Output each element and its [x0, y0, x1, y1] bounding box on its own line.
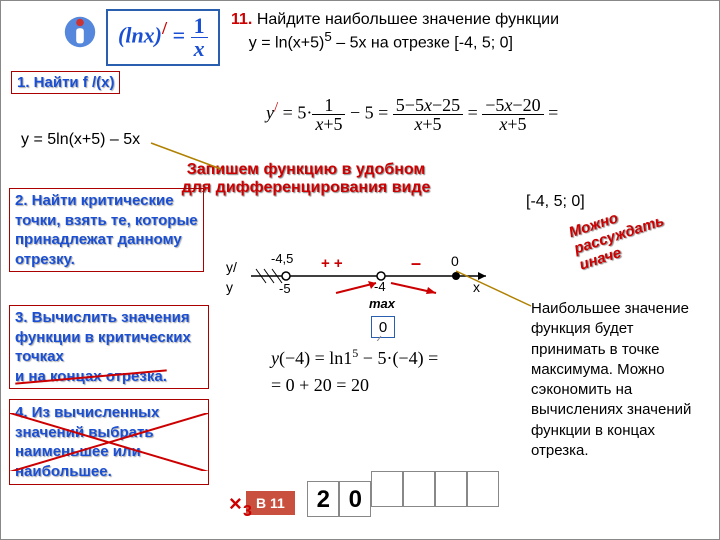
- prob-num: 11.: [231, 11, 252, 28]
- lnx: (lnx): [118, 23, 162, 48]
- explanation-callout: Наибольшее значение функция будет приним…: [531, 299, 706, 461]
- answer-tick2: 3: [243, 503, 252, 521]
- d1-f2d: x+5: [393, 115, 463, 133]
- nl-v1: -5: [279, 281, 291, 296]
- answer-d5: [435, 471, 467, 507]
- deriv-line1: y/ = 5·1x+5 − 5 = 5−5x−25x+5 = −5x−20x+5…: [266, 96, 558, 133]
- answer-d6: [467, 471, 499, 507]
- ev-pow: 5: [352, 346, 358, 360]
- prob-t3: – 5x на отрезке [-4, 5; 0]: [332, 34, 513, 51]
- step3-strike: и на концах отрезка.: [15, 368, 167, 385]
- interval-label: [-4, 5; 0]: [526, 193, 585, 211]
- frac-den: x: [191, 38, 208, 60]
- eval-block: y(−4) = ln15 − 5·(−4) = = 0 + 20 = 20: [271, 346, 438, 396]
- step4-box: 4. Из вычисленных значений выбрать наиме…: [9, 399, 209, 485]
- step2-box: 2. Найти критические точки, взять те, ко…: [9, 188, 204, 272]
- eq: =: [173, 23, 186, 48]
- prime: /: [162, 18, 167, 38]
- ev-l2: = 0 + 20 = 20: [271, 375, 438, 396]
- explain-pointer: [451, 266, 541, 316]
- explain-text: Наибольшее значение функция будет приним…: [531, 300, 691, 459]
- step3-box: 3. Вычислить значения функции в критичес…: [9, 305, 209, 389]
- d1-mid: − 5 =: [345, 103, 392, 123]
- d1-f1n: 1: [312, 96, 345, 115]
- answer-d2: 0: [339, 481, 371, 517]
- prob-pow: 5: [324, 29, 331, 44]
- d1-eq2: =: [463, 103, 482, 123]
- d1-f3d: x+5: [482, 115, 543, 133]
- nl-plus: + +: [321, 255, 343, 272]
- d1-p1: = 5·: [278, 103, 312, 123]
- d1-f2n: 5−5x−25: [393, 96, 463, 115]
- nl-yp: y/: [226, 259, 237, 275]
- simplified-text: y = 5ln(x+5) – 5x: [21, 131, 140, 148]
- problem-statement: 11. Найдите наибольшее значение функции …: [231, 11, 701, 52]
- nl-p2: -4: [374, 279, 386, 294]
- step1-box: 1. Найти f /(x): [11, 71, 120, 94]
- header-formula-box: (lnx)/ = 1x: [106, 9, 220, 66]
- prob-t2: y = ln(x+5): [249, 34, 325, 51]
- step2-label: 2. Найти критические точки, взять те, ко…: [15, 192, 198, 268]
- d1-y: y: [266, 103, 274, 123]
- zero-pointer: [341, 301, 401, 341]
- nl-p1: -4,5: [271, 251, 293, 266]
- simplified-fn: y = 5ln(x+5) – 5x: [21, 131, 140, 149]
- d1-tail: =: [544, 103, 559, 123]
- info-icon: [61, 13, 99, 51]
- answer-d3: [371, 471, 403, 507]
- d1-f3n: −5x−20: [482, 96, 543, 115]
- prob-t1: Найдите наибольшее значение функции: [257, 11, 559, 28]
- callout-line: [146, 141, 246, 171]
- d1-f1d: x+5: [312, 115, 345, 133]
- nl-y: y: [226, 279, 233, 295]
- answer-label: В 11: [246, 491, 295, 515]
- answer-d1: 2: [307, 481, 339, 517]
- nl-minus: –: [411, 253, 421, 274]
- answer-d4: [403, 471, 435, 507]
- rotated-note: Можно рассуждать иначе: [567, 179, 720, 273]
- answer-block: В 11 20: [246, 471, 499, 517]
- answer-tick: ×: [229, 491, 242, 517]
- frac-num: 1: [191, 15, 208, 38]
- step3-label: 3. Вычислить значения функции в критичес…: [15, 309, 191, 365]
- step1-label: 1. Найти f /(x): [17, 74, 114, 91]
